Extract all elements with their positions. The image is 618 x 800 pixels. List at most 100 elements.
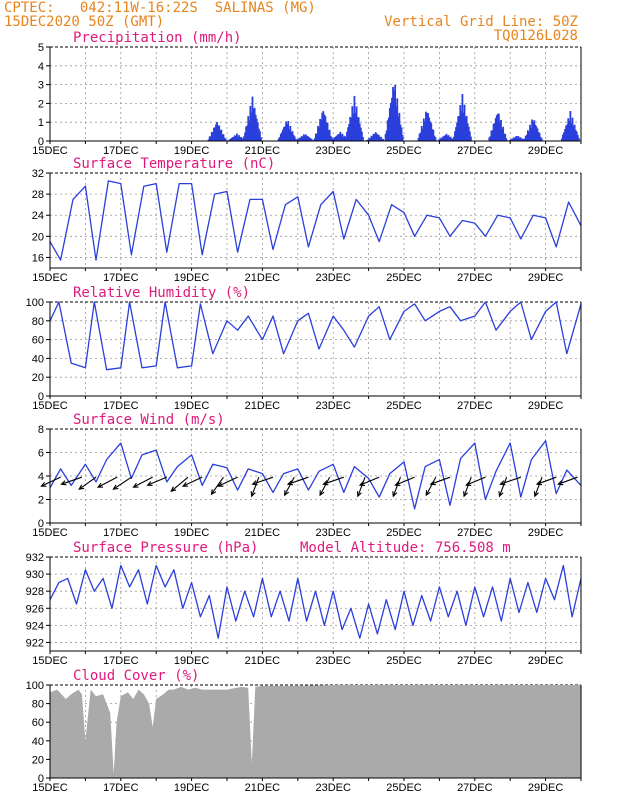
precip-bar [330, 137, 333, 141]
precip-bar [572, 126, 575, 141]
wind-vector-arrow [533, 476, 543, 498]
x-tick-label: 23DEC [315, 400, 351, 412]
y-tick-label: 32 [32, 168, 44, 180]
precip-bar [439, 139, 442, 141]
precip-bar [423, 121, 426, 141]
precip-bar [350, 117, 353, 141]
precip-bar [570, 123, 573, 141]
precip-bar [443, 135, 446, 141]
precip-bar [530, 127, 532, 141]
precip-bar [517, 135, 520, 141]
precip-bar [508, 139, 511, 141]
wind-vector-shaft [536, 476, 557, 485]
precip-bar [362, 136, 364, 141]
precip-bar [241, 138, 244, 141]
precip-bar [495, 115, 498, 141]
precip-bar [285, 121, 288, 141]
precip-bar [300, 136, 303, 141]
precip-bar [381, 138, 383, 141]
precip-bar [218, 125, 221, 141]
precip-bar [368, 137, 371, 141]
header-model: TQ0126L028 [494, 28, 578, 44]
y-tick-label: 80 [32, 316, 44, 328]
precip-bar [575, 131, 578, 141]
precip-bar [417, 137, 420, 141]
panel-title: Relative Humidity (%) [73, 285, 250, 301]
precip-bar [326, 122, 329, 141]
x-tick-label: 17DEC [103, 655, 139, 667]
x-tick-label: 21DEC [245, 145, 281, 157]
wind-vector-arrow [425, 476, 437, 497]
precip-bar [446, 135, 449, 141]
precip-bar [251, 96, 254, 141]
wind-vector-arrow [112, 476, 132, 490]
precip-bar [564, 128, 566, 141]
precip-bar [328, 129, 331, 141]
precip-bar [246, 125, 249, 141]
rh-line [49, 301, 582, 371]
precip-bar [534, 124, 537, 141]
precip-bar [540, 138, 543, 141]
wind-vector-shaft [41, 476, 61, 487]
x-tick-label: 27DEC [457, 782, 493, 794]
precip-bar [499, 121, 501, 141]
x-tick-label: 19DEC [174, 272, 210, 284]
y-tick-label: 0 [38, 773, 44, 785]
precip-bar [377, 135, 380, 141]
wind-vector-shaft [395, 476, 415, 486]
precip-bar [367, 139, 370, 141]
precip-bar [451, 138, 454, 141]
x-tick-label: 25DEC [386, 782, 422, 794]
wind-vector-head [533, 491, 539, 498]
precip-bar [427, 113, 429, 141]
precip-bar [320, 119, 323, 141]
precip-bar [333, 138, 335, 141]
x-tick-label: 15DEC [32, 400, 68, 412]
panels: 0 1 2 3 4 5 15DEC 17DEC 19DEC 21DEC 23DEC 25DEC 27DE… [26, 30, 582, 794]
precip-bar [527, 130, 529, 141]
precip-bar [339, 131, 342, 141]
x-tick-label: 29DEC [528, 527, 564, 539]
wind-vector-head [78, 484, 85, 490]
precip-bar [504, 133, 507, 141]
y-tick-label: 922 [26, 637, 44, 649]
y-tick-label: 3 [38, 80, 44, 92]
precip-bar [305, 134, 307, 141]
wind-vector-head [40, 481, 47, 487]
precip-bar [366, 139, 369, 141]
precip-bar [374, 132, 377, 141]
wind-vector-shaft [430, 476, 451, 485]
precip-bar [278, 137, 281, 141]
wind-vector-head [146, 481, 153, 487]
precip-bar [207, 139, 210, 141]
precip-bar [494, 118, 497, 141]
precip-bar [359, 127, 362, 141]
x-tick-label: 25DEC [386, 272, 422, 284]
precip-bar [291, 131, 294, 141]
precip-bar [311, 139, 314, 141]
precip-bar [492, 123, 495, 141]
precip-bar [560, 138, 563, 141]
precip-bar [240, 136, 243, 141]
y-tick-label: 60 [32, 717, 44, 729]
wind-vector-arrow [499, 476, 521, 486]
precip-bar [493, 123, 496, 141]
precip-bar [459, 105, 462, 141]
precip-bar [533, 120, 536, 141]
panel-rh: 0 20 40 60 80 100 15DEC 17DEC 19DEC 21DEC 23DEC 25D… [26, 285, 582, 412]
y-tick-label: 6 [38, 448, 44, 460]
precip-bar [211, 132, 214, 141]
panel-temp: 16 20 24 28 32 15DEC 17DEC 19DEC 21DEC 23DEC 25DEC… [32, 156, 582, 284]
wind-line [49, 440, 582, 510]
precip-bar [334, 137, 336, 141]
precip-bar [496, 113, 499, 141]
wind-vector-head [251, 480, 258, 486]
wind-vector-head [322, 480, 329, 486]
precip-bar [354, 112, 357, 141]
x-tick-label: 19DEC [174, 400, 210, 412]
precip-bar [537, 131, 540, 141]
precip-bar [341, 133, 344, 141]
panel-title: Precipitation (mm/h) [73, 30, 242, 46]
precip-bar [458, 115, 461, 141]
